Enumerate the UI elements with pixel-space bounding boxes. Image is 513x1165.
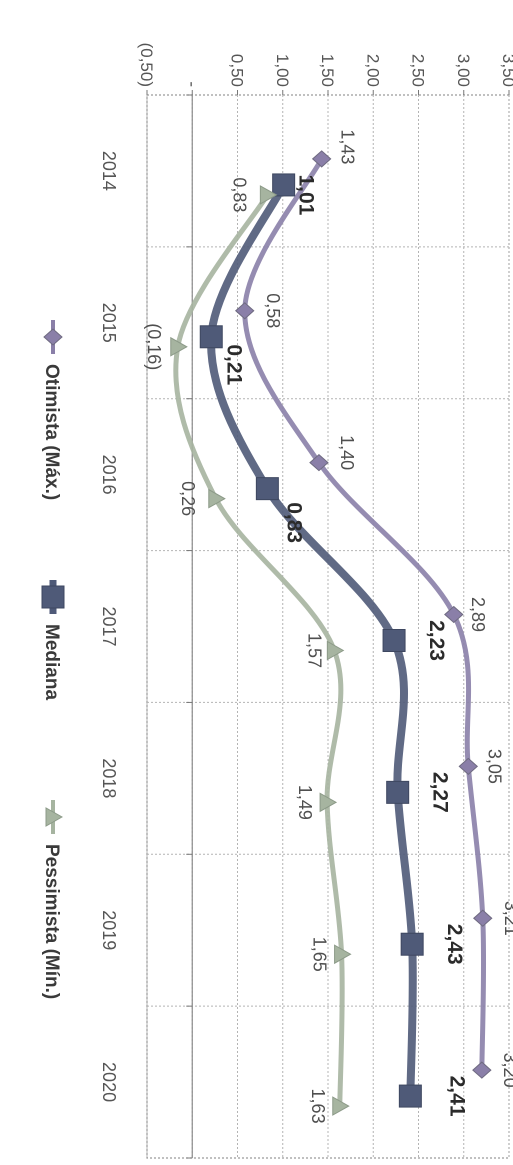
data-label-series-3: 1,63 [308,1089,328,1124]
y-tick-label: 2,50 [409,54,428,87]
legend: Otimista (Máx.) Mediana Pessimista (Mín.) [41,320,65,999]
data-label-series-1: 1,43 [338,129,358,164]
series-2-point [272,173,296,197]
y-tick-label: (0,50) [137,43,156,87]
series-2-point [386,780,410,804]
data-labels: 1,43 0,58 1,40 2,89 3,05 3,21 3,20 1,01 0,21 0,83… [144,129,513,1123]
axes: 3,50 3,00 2,50 2,00 1,50 1,00 0,50 - (0,50) 2014 2… [99,43,513,1159]
data-label-series-2: 2,41 [445,1076,468,1117]
y-tick-label: - [182,81,201,87]
series-3-point [334,944,352,965]
data-label-series-3: 0,26 [178,481,198,516]
series-1-point [472,1061,492,1079]
series-2-point [255,477,279,501]
x-tick-label: 2018 [99,758,119,798]
x-tick-label: 2020 [99,1062,119,1102]
series-1-point [309,453,329,472]
data-label-series-2: 2,43 [443,924,466,965]
legend-swatch-marker [45,807,64,827]
y-tick-label: 3,50 [499,54,513,87]
x-tick-label: 2015 [99,303,119,343]
plot-frame [146,94,510,1159]
data-label-series-1: 2,89 [468,597,488,632]
series-2-point [400,932,424,956]
series-2-point [398,1084,422,1108]
series-1-point [473,909,493,927]
data-label-series-1: 3,21 [501,901,513,936]
data-label-series-3: 1,57 [304,633,324,668]
x-tick-label: 2019 [99,910,119,950]
x-tick-label: 2014 [99,151,119,191]
x-tick-label: 2017 [99,606,119,646]
data-label-series-3: 1,65 [310,937,330,972]
series-3-point [326,640,345,661]
data-label-series-1: 1,40 [337,435,357,470]
data-label-series-2: 0,83 [282,502,305,543]
legend-label: Mediana [41,624,62,700]
series-3-point [332,1096,350,1116]
data-label-series-2: 2,23 [425,620,448,661]
series-1-point [234,302,255,320]
data-label-series-3: 1,49 [295,785,315,820]
y-tick-label: 2,00 [363,54,382,87]
legend-label: Otimista (Máx.) [41,364,62,500]
data-label-series-1: 3,20 [500,1053,513,1088]
y-tick-label: 1,50 [318,54,337,87]
series-1-point [311,150,332,168]
data-label-series-2: 0,21 [222,344,245,385]
series-3-point [319,792,338,813]
legend-swatch-marker [41,585,65,609]
data-label-series-2: 2,27 [429,772,452,813]
legend-label: Pessimista (Mín.) [41,844,62,999]
series-1-point [458,757,479,776]
series-2-point [382,629,406,652]
data-label-series-2: 1,01 [295,174,318,215]
y-tick-label: 0,50 [228,54,247,87]
legend-swatch-marker [43,328,63,346]
x-tick-label: 2016 [99,455,119,495]
gridlines [146,94,510,1159]
series-2-point [199,325,223,349]
series-1-point [444,605,464,624]
series-lines [170,150,493,1116]
data-label-series-1: 0,58 [263,293,283,328]
data-label-series-3: (0,16) [144,323,164,370]
data-label-series-1: 3,05 [484,749,504,784]
series-3-point [208,488,226,509]
y-tick-label: 1,00 [273,54,292,87]
series-3-point [259,185,278,205]
data-label-series-3: 0,83 [229,177,249,212]
series-3-point [170,336,188,357]
y-tick-label: 3,00 [454,54,473,87]
